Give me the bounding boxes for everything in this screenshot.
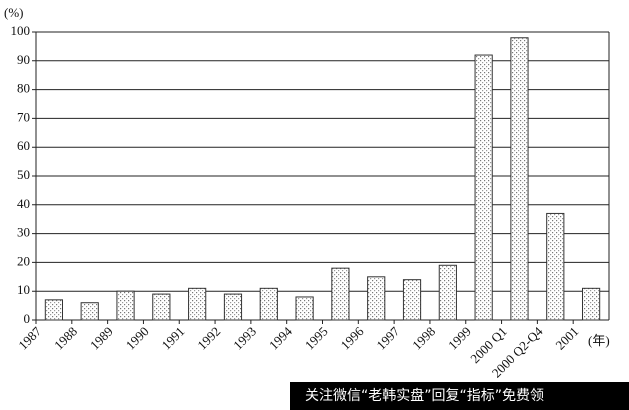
x-tick-label: 1989 <box>87 324 116 353</box>
bar <box>116 290 135 321</box>
bar <box>259 287 278 321</box>
y-tick-label: 50 <box>17 167 30 182</box>
y-tick-label: 90 <box>17 52 30 67</box>
bar <box>402 279 422 321</box>
x-tick-label: 1993 <box>230 324 259 353</box>
x-tick-label: 1999 <box>445 324 474 353</box>
x-tick-label: 1988 <box>51 324 80 353</box>
bar <box>152 293 171 321</box>
y-tick-label: 40 <box>17 196 30 211</box>
y-tick-label: 30 <box>17 225 30 240</box>
x-tick-label: 2001 <box>552 324 581 353</box>
y-tick-label: 70 <box>17 109 30 124</box>
x-tick-label: 1996 <box>338 323 367 352</box>
bar <box>367 276 386 321</box>
x-tick-label: 1998 <box>409 324 438 353</box>
bar <box>188 287 207 321</box>
bar <box>80 302 99 321</box>
x-tick-label: 1992 <box>194 324 223 353</box>
y-tick-label: 100 <box>11 23 31 38</box>
y-tick-label: 0 <box>24 311 31 326</box>
bar <box>581 287 601 321</box>
bar <box>295 296 314 321</box>
y-tick-label: 80 <box>17 81 30 96</box>
bar <box>438 264 457 321</box>
x-axis-label: (年) <box>588 333 610 348</box>
x-tick-label: 1995 <box>302 324 331 353</box>
y-axis-label: (%) <box>4 5 24 20</box>
y-tick-label: 10 <box>17 282 30 297</box>
x-tick-label: 1997 <box>373 323 402 352</box>
x-tick-label: 1990 <box>123 324 152 353</box>
x-tick-label: 1994 <box>266 323 295 352</box>
bar <box>331 267 350 321</box>
y-tick-label: 20 <box>17 253 30 268</box>
y-tick-label: 60 <box>17 138 30 153</box>
x-tick-label: 1987 <box>15 323 44 352</box>
bar <box>474 54 493 321</box>
x-tick-label: 1991 <box>158 324 187 353</box>
bar <box>223 293 243 321</box>
watermark: 关注微信“老韩实盘”回复“指标”免费领 <box>305 387 544 404</box>
watermark-band <box>290 382 629 410</box>
bar <box>546 212 565 321</box>
bar <box>44 299 64 321</box>
bar <box>510 37 529 321</box>
